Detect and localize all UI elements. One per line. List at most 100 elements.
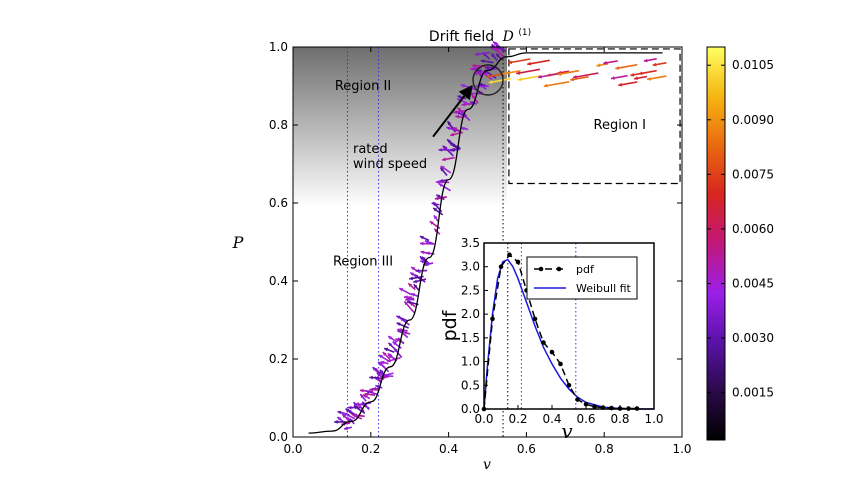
legend-pdf-marker <box>556 266 562 272</box>
drift-arrow <box>618 81 638 87</box>
drift-arrow <box>432 207 444 216</box>
drift-arrow-head <box>461 102 466 107</box>
drift-arrow-head <box>347 405 352 410</box>
drift-arrow-head <box>378 361 383 366</box>
inset-pdf-point <box>507 252 512 258</box>
drift-arrow-head <box>596 63 601 68</box>
colorbar: 0.0015 0.0030 0.0045 0.0060 0.0075 0.0090 0.01… <box>706 46 774 441</box>
main-x-tick-label: 0.0 <box>283 442 302 456</box>
inset-y-axis-label: pdf <box>439 309 461 341</box>
drift-arrow-head <box>337 417 342 421</box>
drift-arrow-head <box>378 355 383 359</box>
drift-arrow <box>450 147 461 152</box>
drift-arrow-shaft <box>508 58 531 64</box>
drift-arrow-head <box>409 276 413 281</box>
drift-arrow-head <box>508 60 513 65</box>
drift-arrow <box>362 394 371 400</box>
drift-arrow-head <box>407 300 411 305</box>
drift-arrow <box>453 109 468 114</box>
drift-arrow-head <box>486 74 491 79</box>
drift-arrow <box>474 51 490 56</box>
drift-arrow <box>452 126 464 134</box>
drift-arrow-head <box>380 360 385 365</box>
drift-arrow-head <box>345 408 350 413</box>
drift-arrow-head <box>413 284 418 289</box>
drift-arrow-head <box>435 180 440 185</box>
drift-arrow-head <box>446 139 451 144</box>
drift-arrow <box>334 419 347 424</box>
drift-arrow-head <box>408 283 413 288</box>
drift-arrow <box>386 357 401 363</box>
annotation-text-line2: wind speed <box>353 157 427 172</box>
drift-arrow-head <box>396 315 401 320</box>
drift-arrow-head <box>453 127 458 131</box>
drift-arrow <box>508 58 531 65</box>
main-title-text: Drift field <box>429 29 494 45</box>
drift-arrow-head <box>344 426 348 431</box>
drift-arrow-shaft <box>516 68 541 75</box>
inset-x-tick-label: 0.6 <box>576 412 595 426</box>
drift-arrow-head <box>543 83 548 88</box>
drift-arrow <box>441 156 455 162</box>
drift-arrow <box>439 167 448 177</box>
drift-arrow-head <box>475 52 479 56</box>
drift-arrow-head <box>419 241 424 246</box>
drift-arrow <box>369 387 379 392</box>
drift-arrow-head <box>352 413 357 418</box>
drift-arrow-head <box>440 167 445 172</box>
drift-arrow-head <box>610 76 615 80</box>
drift-arrow-head <box>450 148 455 152</box>
drift-arrow <box>516 68 541 75</box>
drift-arrow-head <box>485 65 489 70</box>
drift-arrow <box>610 74 628 80</box>
drift-arrow <box>382 351 391 360</box>
region-labels: Region II Region III Region I <box>333 79 646 270</box>
drift-arrow-head <box>494 48 499 53</box>
drift-arrow-head <box>363 394 368 399</box>
drift-arrow <box>433 214 440 223</box>
main-x-tick-label: 0.6 <box>517 442 536 456</box>
drift-arrow-head <box>438 147 443 152</box>
drift-arrow <box>488 77 511 84</box>
drift-arrow-head <box>337 410 342 415</box>
inset-pdf-point <box>583 401 589 407</box>
drift-arrow <box>570 75 589 82</box>
inset-y-tick-label: 2.5 <box>461 283 480 297</box>
drift-arrow-head <box>446 126 451 131</box>
drift-arrow-head <box>652 62 657 67</box>
main-y-axis-label: P <box>232 233 244 252</box>
drift-arrow <box>527 59 550 66</box>
drift-arrow <box>440 165 452 174</box>
drift-arrow-head <box>557 72 562 76</box>
inset-pdf-point <box>490 316 495 322</box>
inset-pdf-point <box>592 404 597 409</box>
drift-arrow-head <box>420 260 425 264</box>
inset-legend-box <box>526 256 638 300</box>
drift-arrow-head <box>395 338 400 343</box>
drift-arrow-head <box>397 329 402 333</box>
drift-arrow-head <box>355 402 360 407</box>
drift-arrow-head <box>433 215 438 220</box>
drift-arrow <box>460 126 469 131</box>
region-ii-shading <box>293 47 507 207</box>
colorbar-tick-label: 0.0090 <box>732 113 774 127</box>
drift-arrow <box>646 75 667 81</box>
drift-arrow-head <box>450 132 455 137</box>
drift-arrow-head <box>638 71 643 76</box>
drift-arrow-head <box>494 42 499 47</box>
main-title: Drift field D (1) <box>429 28 531 45</box>
colorbar-tick-label: 0.0030 <box>732 331 774 345</box>
drift-arrow-shaft <box>572 72 599 79</box>
drift-arrow-head <box>643 58 648 63</box>
drift-arrow <box>473 71 488 76</box>
drift-arrow-head <box>457 107 462 112</box>
drift-arrow-head <box>405 297 410 302</box>
drift-arrow <box>375 384 383 389</box>
annotation-arrow <box>432 84 473 138</box>
drift-arrow-head <box>360 394 365 398</box>
drift-arrow <box>633 75 648 81</box>
drift-arrow <box>365 390 378 396</box>
drift-arrow <box>353 405 366 415</box>
inset-y-tick-label: 1.0 <box>461 355 480 369</box>
inset-y-tick-label: 3.5 <box>461 236 480 250</box>
